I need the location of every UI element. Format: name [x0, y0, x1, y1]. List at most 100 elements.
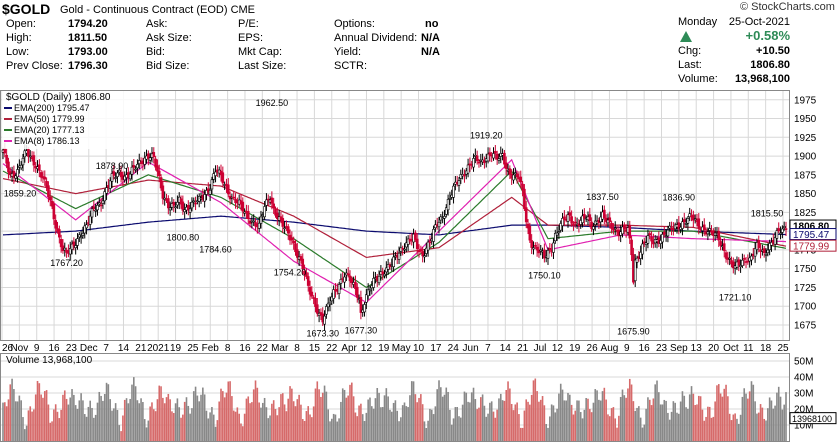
volume-bar — [178, 407, 181, 441]
price-bar-body — [99, 204, 103, 207]
volume-bar — [171, 411, 173, 441]
price-bar-body — [72, 241, 76, 247]
volume-bar — [202, 387, 204, 441]
price-bar-body — [294, 243, 297, 253]
volume-bar — [323, 385, 326, 441]
price-bar-body — [722, 243, 726, 251]
price-bar-body — [773, 237, 777, 245]
volume-bar — [534, 378, 537, 441]
x-tick-label: 22 — [326, 343, 338, 353]
x-tick-label: 23 — [656, 343, 668, 353]
volume-bar — [745, 393, 747, 441]
volume-bar — [13, 389, 15, 441]
price-bar-body — [688, 213, 692, 218]
volume-bar — [298, 394, 300, 441]
price-bar-body — [288, 234, 292, 241]
volume-bar — [409, 395, 411, 441]
legend-ema50-value: 1779.99 — [52, 114, 85, 124]
y-tick-label: 1825 — [794, 208, 817, 219]
price-bar-body — [7, 161, 10, 173]
volume-bar — [410, 381, 413, 441]
x-tick-label: Apr — [341, 343, 357, 353]
ask-size-label: Ask Size: — [146, 32, 192, 44]
volume-bar — [294, 406, 297, 441]
volume-bar — [165, 397, 168, 441]
volume-bar — [679, 401, 682, 441]
price-bar-body — [136, 164, 139, 169]
price-bar-body — [581, 215, 584, 223]
volume-bar — [605, 399, 607, 441]
volume-bar — [716, 385, 718, 441]
volume-bar — [527, 401, 529, 441]
y-tick-label: 1850 — [794, 189, 817, 200]
price-bar-body — [417, 250, 421, 252]
price-bar-body — [437, 221, 441, 228]
price-bar-body — [401, 248, 404, 250]
volume-bar — [222, 391, 224, 441]
volume-bar — [607, 414, 609, 441]
price-bar-body — [537, 249, 541, 254]
price-bar-body — [274, 208, 277, 216]
price-bar-body — [181, 201, 185, 211]
volume-bar — [750, 381, 753, 441]
volume-bar — [761, 407, 764, 441]
volume-bar — [516, 402, 518, 441]
price-bar-body — [432, 228, 435, 242]
volume-bar — [87, 406, 90, 441]
volume-bar — [53, 409, 55, 441]
change-percent: +0.58% — [745, 28, 790, 43]
volume-bar — [278, 407, 280, 441]
price-bar-body — [58, 229, 61, 238]
volume-bar — [678, 413, 680, 441]
quote-col-5: Monday 25-Oct-2021 +0.58% Chg: +10.50 Last… — [678, 15, 790, 86]
volume-right-label: 13968100 — [792, 414, 832, 424]
volume-bar — [601, 391, 604, 441]
volume-bar — [347, 395, 349, 441]
x-tick-label: Aug — [601, 343, 619, 353]
price-bar-body — [79, 236, 83, 239]
volume-bar — [227, 381, 230, 441]
price-bar-body — [257, 222, 261, 229]
price-annotation: 1962.50 — [256, 98, 289, 108]
volume-bar — [147, 420, 150, 441]
price-bar-body — [692, 214, 695, 221]
price-bar-body — [76, 238, 79, 246]
volume-bar — [578, 400, 580, 441]
volume-bar — [429, 408, 431, 441]
price-bar-body — [521, 183, 524, 191]
volume-bar — [356, 416, 359, 441]
price-bar-body — [706, 231, 710, 235]
volume-bar — [60, 409, 62, 441]
volume-bar — [91, 407, 93, 441]
price-bar-body — [583, 213, 586, 219]
price-bar-body — [504, 162, 508, 169]
volume-bar — [632, 401, 635, 441]
price-bar-body — [603, 209, 606, 218]
price-bar-body — [148, 157, 152, 161]
volume-bar — [134, 386, 137, 441]
price-bar-body — [208, 189, 212, 195]
volume-bar — [739, 414, 742, 441]
price-bar-body — [38, 164, 41, 171]
volume-bar — [103, 394, 106, 441]
volume-bar — [169, 399, 171, 441]
volume-bar — [697, 395, 700, 441]
volume-bar — [14, 401, 17, 441]
volume-bar — [412, 381, 415, 441]
volume-bar — [623, 395, 626, 441]
price-bar-body — [768, 243, 771, 251]
price-bars — [1, 142, 788, 331]
price-bar-body — [359, 297, 363, 313]
price-bar-body — [572, 223, 575, 226]
volume-bar — [258, 402, 260, 441]
price-bar-body — [286, 226, 290, 234]
volume-bar — [445, 387, 448, 441]
y-tick-label: 1750 — [794, 264, 817, 275]
volume-bar — [757, 412, 760, 441]
volume-bar — [107, 384, 110, 441]
price-bar-body — [308, 286, 312, 295]
x-tick-label: Dec — [80, 343, 98, 353]
volume-bar — [692, 393, 695, 441]
price-bar-body — [63, 247, 67, 251]
